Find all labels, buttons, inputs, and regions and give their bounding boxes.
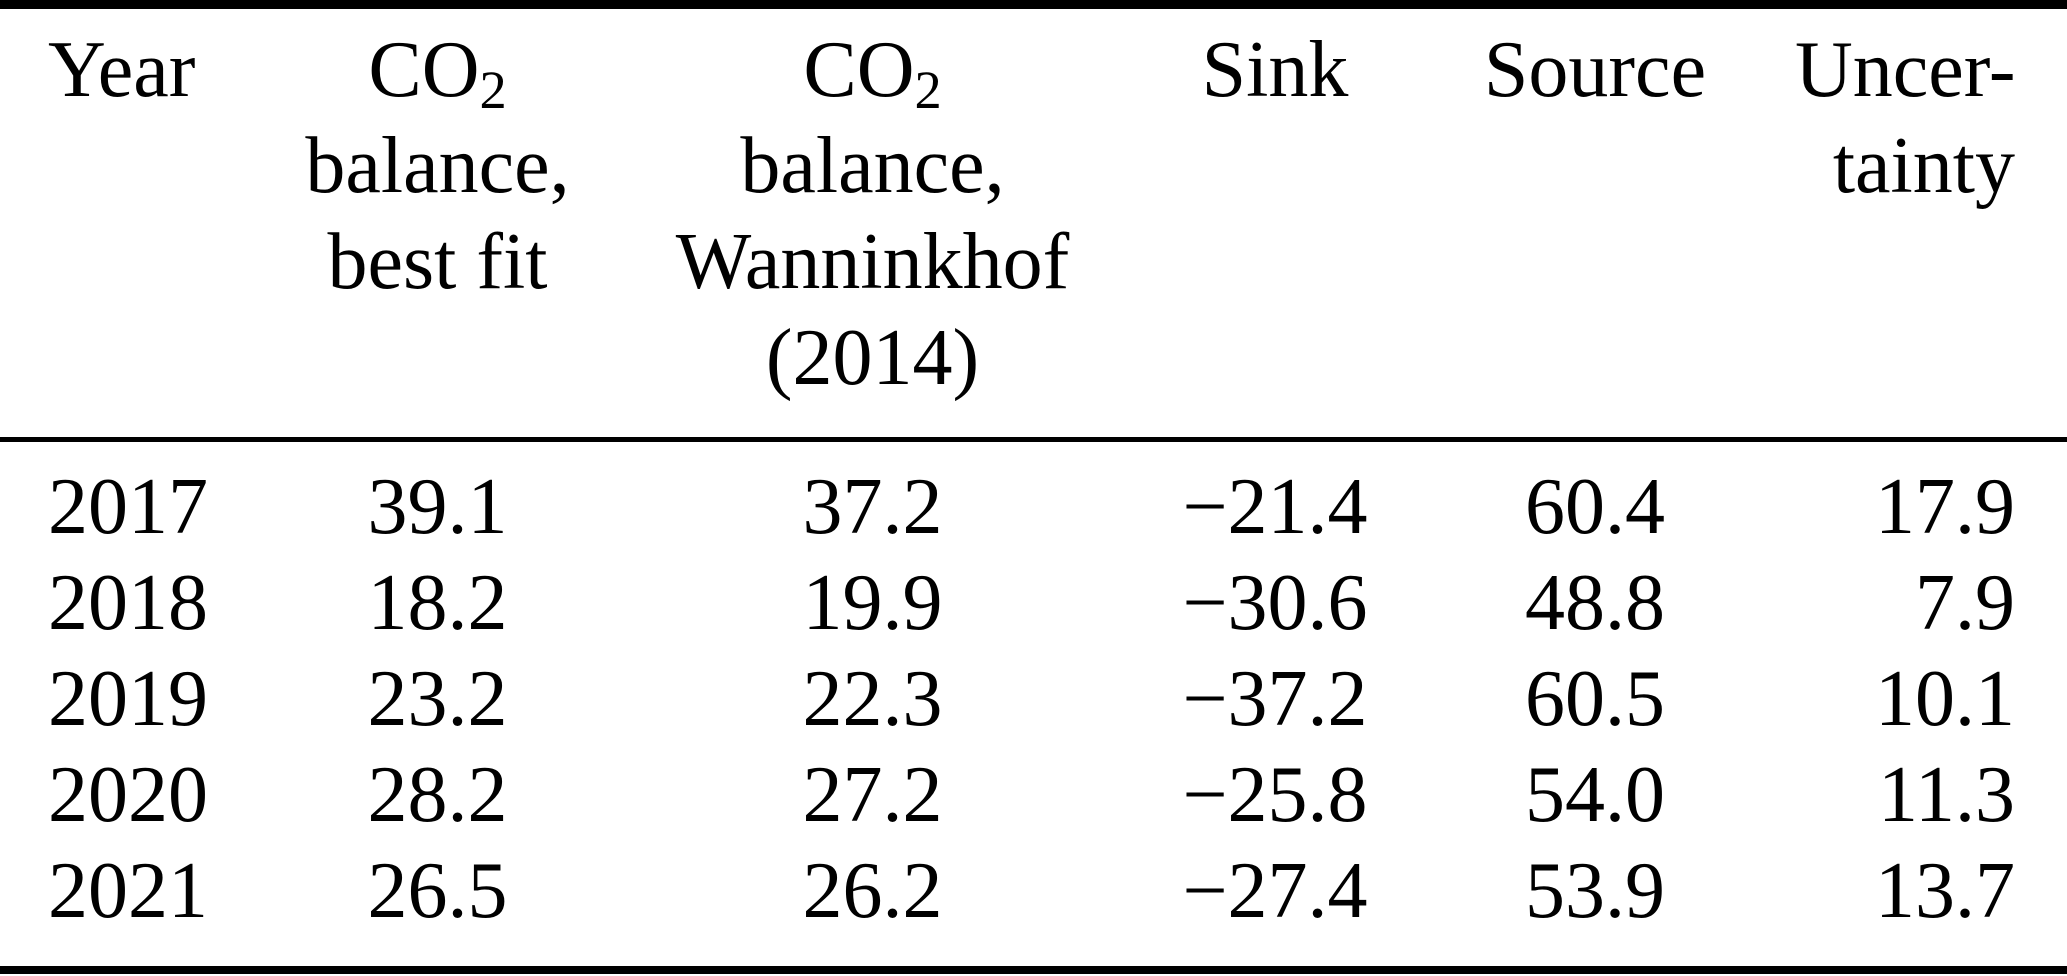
co2-formula-prefix: CO [803, 26, 915, 114]
col-header-year: Year [0, 4, 285, 442]
header-line: Year [48, 26, 196, 114]
header-line-co2-formula: CO2 [285, 22, 590, 118]
table-row: 2017 39.1 37.2 −21.4 60.4 17.9 [0, 440, 2067, 556]
year-cell: 2021 [48, 847, 208, 935]
sink-cell: −30.6 [1182, 559, 1368, 647]
header-line: Source [1483, 26, 1707, 114]
table-row: 2019 23.2 22.3 −37.2 60.5 10.1 [0, 651, 2067, 747]
uncertainty-cell: 11.3 [1877, 751, 2015, 839]
uncertainty-cell: 7.9 [1915, 559, 2015, 647]
header-row: Year CO2 balance, best fit CO2 balance, … [0, 4, 2067, 442]
table-row: 2020 28.2 27.2 −25.8 54.0 11.3 [0, 747, 2067, 843]
source-cell: 60.4 [1525, 463, 1665, 551]
co2-balance-wanninkhof-cell: 22.3 [802, 655, 943, 743]
header-line: balance, [305, 122, 570, 210]
source-cell: 53.9 [1525, 847, 1665, 935]
co2-balance-wanninkhof-cell: 37.2 [802, 463, 943, 551]
source-cell: 48.8 [1525, 559, 1665, 647]
year-cell: 2018 [48, 559, 208, 647]
sink-cell: −21.4 [1182, 463, 1368, 551]
header-line: balance, [740, 122, 1005, 210]
header-line: Sink [1201, 26, 1349, 114]
header-line: best fit [327, 218, 548, 306]
header-line: Uncer- [1795, 26, 2016, 114]
header-line: Wanninkhof [675, 218, 1070, 306]
col-header-source: Source [1395, 4, 1795, 442]
header-line: tainty [1832, 122, 2015, 210]
table-row: 2021 26.5 26.2 −27.4 53.9 13.7 [0, 843, 2067, 970]
col-header-sink: Sink [1155, 4, 1395, 442]
uncertainty-cell: 13.7 [1875, 847, 2015, 935]
co2-formula-subscript: 2 [479, 59, 507, 120]
col-header-co2-balance-best-fit: CO2 balance, best fit [285, 4, 590, 442]
year-cell: 2019 [48, 655, 208, 743]
co2-balance-best-fit-cell: 26.5 [367, 847, 508, 935]
co2-formula-prefix: CO [368, 26, 480, 114]
co2-balance-wanninkhof-cell: 19.9 [802, 559, 943, 647]
source-cell: 60.5 [1525, 655, 1665, 743]
sink-cell: −27.4 [1182, 847, 1368, 935]
co2-balance-best-fit-cell: 18.2 [367, 559, 508, 647]
col-header-co2-balance-wanninkhof: CO2 balance, Wanninkhof (2014) [590, 4, 1155, 442]
header-line: (2014) [765, 314, 980, 402]
co2-balance-best-fit-cell: 39.1 [367, 463, 508, 551]
sink-cell: −37.2 [1182, 655, 1368, 743]
year-cell: 2020 [48, 751, 208, 839]
table-row: 2018 18.2 19.9 −30.6 48.8 7.9 [0, 555, 2067, 651]
col-header-uncertainty: Uncer- tainty [1795, 4, 2067, 442]
uncertainty-cell: 10.1 [1875, 655, 2015, 743]
header-line-co2-formula: CO2 [590, 22, 1155, 118]
co2-balance-wanninkhof-cell: 26.2 [802, 847, 943, 935]
source-cell: 54.0 [1525, 751, 1665, 839]
uncertainty-cell: 17.9 [1875, 463, 2015, 551]
co2-formula-subscript: 2 [914, 59, 942, 120]
co2-balance-best-fit-cell: 28.2 [367, 751, 508, 839]
sink-cell: −25.8 [1182, 751, 1368, 839]
year-cell: 2017 [48, 463, 208, 551]
co2-balance-wanninkhof-cell: 27.2 [802, 751, 943, 839]
co2-balance-best-fit-cell: 23.2 [367, 655, 508, 743]
